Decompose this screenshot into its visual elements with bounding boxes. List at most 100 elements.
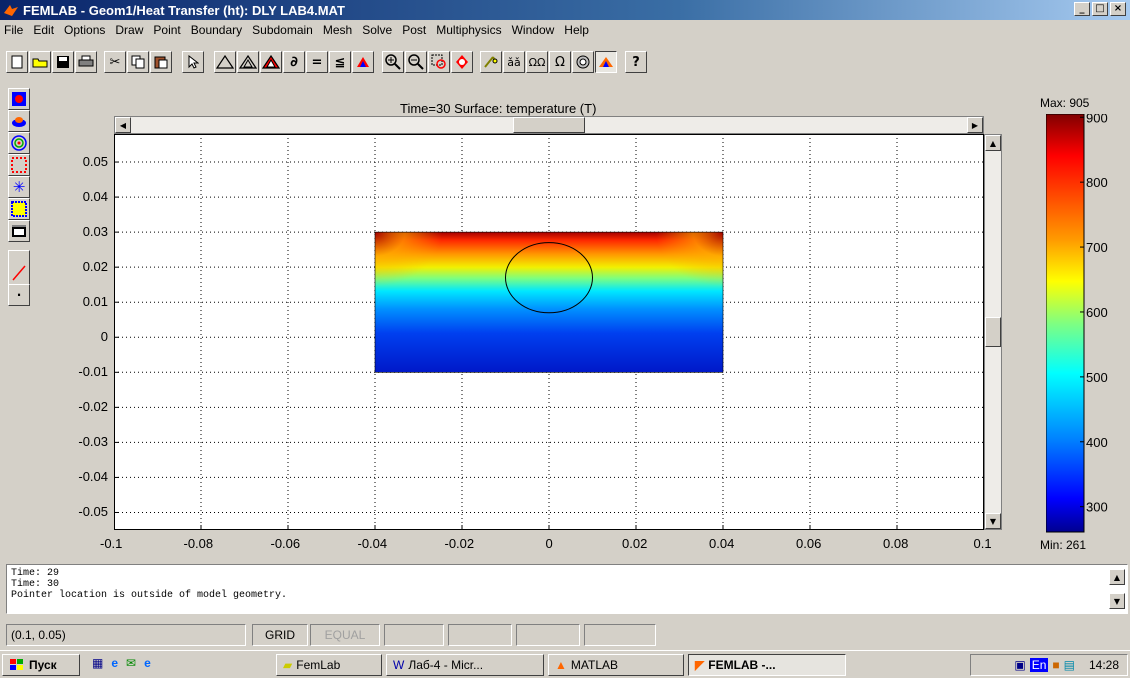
- x-tick-label: 0.02: [622, 536, 648, 551]
- colorbar-min-label: Min: 261: [1040, 538, 1087, 552]
- scroll-left-icon[interactable]: ◀: [115, 117, 131, 133]
- menu-bar: File Edit Options Draw Point Boundary Su…: [0, 20, 1130, 40]
- horizontal-scrollbar[interactable]: ◀ ▶: [114, 116, 984, 134]
- x-tick-label: 0.06: [796, 536, 822, 551]
- help-icon[interactable]: ?: [625, 51, 647, 73]
- tray-app-icon[interactable]: ■: [1052, 658, 1060, 672]
- window-titlebar[interactable]: FEMLAB - Geom1/Heat Transfer (ht): DLY L…: [0, 0, 1130, 20]
- plot-parameters-icon[interactable]: [572, 51, 594, 73]
- menu-mesh[interactable]: Mesh: [322, 23, 353, 37]
- boundary-plot-icon[interactable]: [8, 154, 30, 176]
- horizontal-scroll-thumb[interactable]: [513, 117, 585, 133]
- hat-icon[interactable]: ǎǎ: [503, 51, 525, 73]
- deformed-plot-icon[interactable]: [8, 198, 30, 220]
- menu-edit[interactable]: Edit: [33, 23, 55, 37]
- cut-icon[interactable]: ✂: [104, 51, 126, 73]
- draw-mode-icon[interactable]: [214, 51, 236, 73]
- vertical-scroll-thumb[interactable]: [985, 317, 1001, 347]
- contour-plot-icon[interactable]: [8, 132, 30, 154]
- clock: 14:28: [1088, 658, 1119, 672]
- task-femlab-window[interactable]: ◤ FEMLAB -...: [688, 654, 846, 676]
- save-icon[interactable]: [52, 51, 74, 73]
- new-file-icon[interactable]: [6, 51, 28, 73]
- window-title: FEMLAB - Geom1/Heat Transfer (ht): DLY L…: [23, 2, 345, 18]
- zoom-window-icon[interactable]: [428, 51, 450, 73]
- task-femlab-folder[interactable]: ▰ FemLab: [276, 654, 382, 676]
- scroll-right-icon[interactable]: ▶: [967, 117, 983, 133]
- init-mesh-icon[interactable]: ≦: [329, 51, 351, 73]
- equal-toggle[interactable]: EQUAL: [310, 624, 380, 646]
- log-scroll-up-icon[interactable]: ▲: [1109, 569, 1125, 585]
- close-button[interactable]: ×: [1110, 2, 1126, 16]
- menu-help[interactable]: Help: [564, 23, 589, 37]
- menu-post[interactable]: Post: [402, 23, 427, 37]
- zoom-in-icon[interactable]: [382, 51, 404, 73]
- zoom-out-icon[interactable]: [405, 51, 427, 73]
- rectangle-boundary: [374, 231, 724, 373]
- grid-toggle[interactable]: GRID: [252, 624, 308, 646]
- refine-icon[interactable]: [352, 51, 374, 73]
- scroll-down-icon[interactable]: ▼: [985, 513, 1001, 529]
- x-tick-label: -0.06: [270, 536, 301, 551]
- scroll-up-icon[interactable]: ▲: [985, 135, 1001, 151]
- omega-2-icon[interactable]: ΩΩ: [526, 51, 548, 73]
- menu-options[interactable]: Options: [64, 23, 106, 37]
- system-tray: ▣ En ■ ▤ 14:28: [970, 654, 1128, 676]
- menu-point[interactable]: Point: [153, 23, 181, 37]
- zoom-extents-icon[interactable]: [451, 51, 473, 73]
- ie-2-icon[interactable]: e: [144, 656, 151, 670]
- task-matlab[interactable]: ▲ MATLAB: [548, 654, 684, 676]
- surface-plot-icon[interactable]: [8, 88, 30, 110]
- start-button[interactable]: Пуск: [2, 654, 80, 676]
- log-line: Time: 30: [11, 579, 60, 590]
- arrow-plot-icon[interactable]: ✳: [8, 176, 30, 198]
- task-word-doc[interactable]: W Лаб-4 - Micr...: [386, 654, 544, 676]
- message-log: Time: 29 Time: 30 Pointer location is ou…: [6, 564, 1128, 614]
- plot-axes[interactable]: [113, 134, 985, 530]
- language-indicator[interactable]: En: [1029, 658, 1049, 672]
- network-icon[interactable]: ▣: [1014, 658, 1026, 672]
- menu-subdomain[interactable]: Subdomain: [252, 23, 313, 37]
- colorbar-tick-label: 300: [1086, 500, 1108, 515]
- ie-icon[interactable]: e: [111, 656, 119, 670]
- colorbar-max-label: Max: 905: [1040, 96, 1090, 110]
- pde-coefficients-icon[interactable]: ∂: [283, 51, 305, 73]
- paste-icon[interactable]: [150, 51, 172, 73]
- outlook-icon[interactable]: ✉: [126, 656, 137, 670]
- height-plot-icon[interactable]: [8, 110, 30, 132]
- point-tool-icon[interactable]: ·: [8, 284, 30, 306]
- menu-solve[interactable]: Solve: [362, 23, 393, 37]
- status-field-blank-2: [448, 624, 512, 646]
- menu-multiphysics[interactable]: Multiphysics: [436, 23, 502, 37]
- y-tick-label: 0.05: [82, 154, 108, 170]
- solve-icon[interactable]: [480, 51, 502, 73]
- menu-file[interactable]: File: [4, 23, 24, 37]
- plot-icon[interactable]: [595, 51, 617, 73]
- heat-surface-plot[interactable]: [113, 134, 985, 530]
- print-icon[interactable]: [75, 51, 97, 73]
- colorbar-gradient: [1046, 114, 1085, 533]
- matlab-icon: ▲: [555, 658, 567, 672]
- animate-icon[interactable]: [8, 220, 30, 242]
- y-tick-label: 0: [100, 329, 108, 345]
- pointer-icon[interactable]: [182, 51, 204, 73]
- status-field-blank-1: [384, 624, 444, 646]
- open-folder-icon[interactable]: [29, 51, 51, 73]
- boundary-mode-icon[interactable]: [260, 51, 282, 73]
- menu-window[interactable]: Window: [511, 23, 555, 37]
- omega-icon[interactable]: Ω: [549, 51, 571, 73]
- desktop-icon[interactable]: ▦: [92, 656, 104, 670]
- x-tick-label: 0: [545, 536, 553, 551]
- copy-icon[interactable]: [127, 51, 149, 73]
- subdomain-mode-icon[interactable]: [237, 51, 259, 73]
- minimize-button[interactable]: _: [1074, 2, 1090, 16]
- equals-icon[interactable]: =: [306, 51, 328, 73]
- menu-draw[interactable]: Draw: [115, 23, 144, 37]
- maximize-button[interactable]: □: [1092, 2, 1108, 16]
- tray-display-icon[interactable]: ▤: [1063, 658, 1075, 672]
- y-tick-label: -0.04: [78, 469, 108, 485]
- vertical-scrollbar[interactable]: ▲ ▼: [984, 134, 1002, 530]
- log-scroll-down-icon[interactable]: ▼: [1109, 593, 1125, 609]
- y-tick-label: 0.04: [82, 189, 108, 205]
- menu-boundary[interactable]: Boundary: [190, 23, 243, 37]
